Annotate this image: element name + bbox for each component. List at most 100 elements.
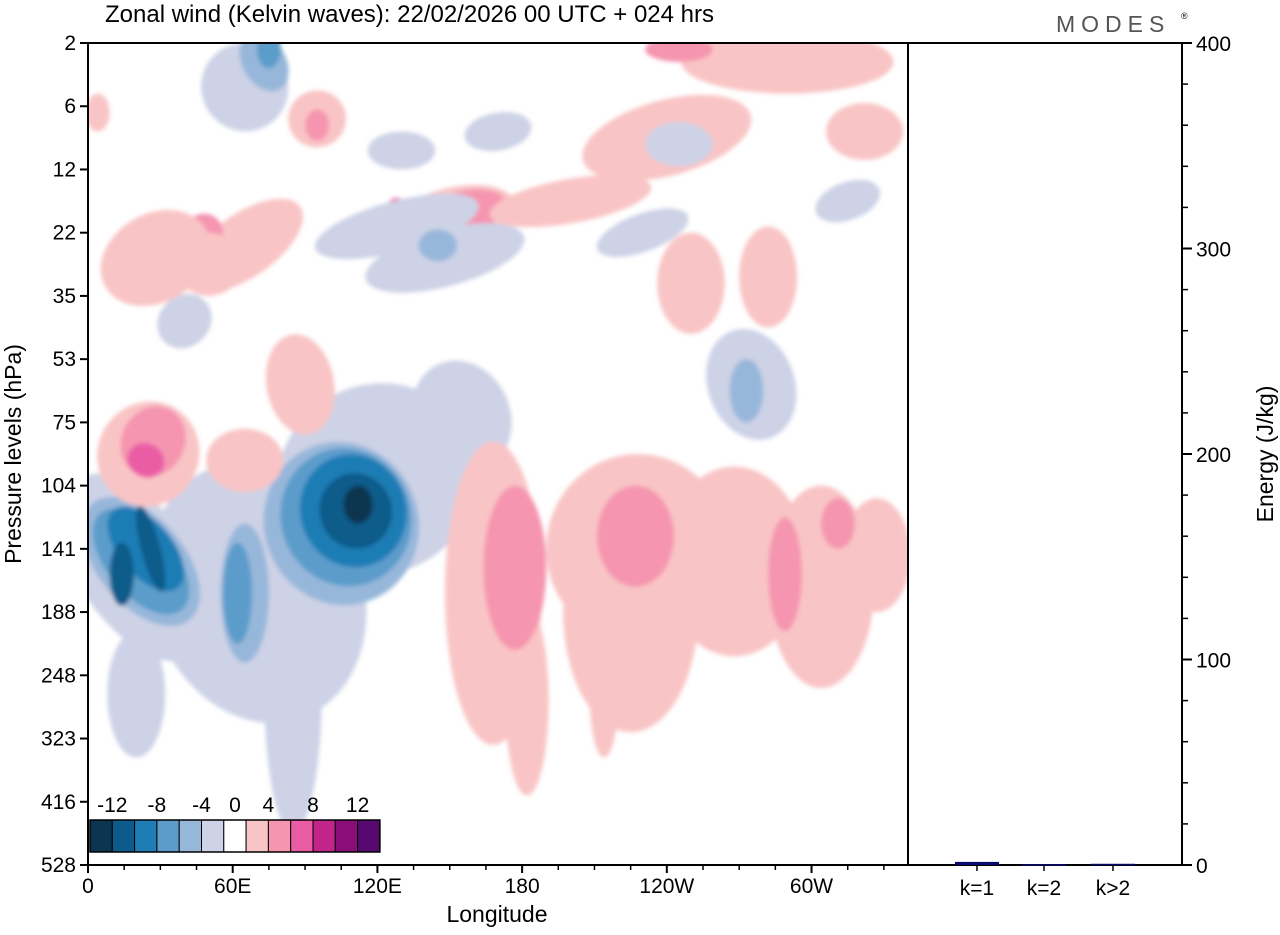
y-tick-label: 6 <box>64 95 76 118</box>
wind-contour-48 <box>305 109 330 142</box>
colorbar: -12 -8 -4 0 4 8 12 <box>89 794 381 853</box>
colorbar-label: -8 <box>148 794 167 817</box>
wind-contour-62 <box>367 131 436 170</box>
wind-contour-12 <box>223 542 253 644</box>
wind-contour-3 <box>264 542 322 834</box>
wind-contour-65 <box>157 294 212 349</box>
wind-contour-60 <box>815 179 881 223</box>
wind-contour-33 <box>206 428 284 492</box>
wind-contour-34 <box>265 334 335 435</box>
energy-tick-label: 300 <box>1196 239 1231 262</box>
colorbar-label: 0 <box>229 794 241 817</box>
energy-axis-label: Energy (J/kg) <box>1252 386 1278 523</box>
colorbar-swatch <box>312 819 336 853</box>
y-tick-label: 53 <box>53 348 76 371</box>
colorbar-swatch <box>334 819 359 853</box>
wind-contour-29 <box>821 498 855 549</box>
y-tick-label: 188 <box>41 601 76 624</box>
chart-title: Zonal wind (Kelvin waves): 22/02/2026 00… <box>105 1 714 28</box>
energy-panel-frame <box>907 42 1183 866</box>
energy-tick-label: 100 <box>1196 650 1231 673</box>
wind-contour-43 <box>681 43 894 94</box>
energy-tick-label: 200 <box>1196 444 1231 467</box>
wind-contour-45 <box>657 232 725 334</box>
colorbar-swatch <box>111 819 136 853</box>
y-tick-label: 104 <box>41 475 76 498</box>
modes-logo: MODES <box>1056 11 1170 37</box>
wind-contour-55 <box>314 193 479 260</box>
colorbar-label: -12 <box>97 794 127 817</box>
energy-category-label: k=2 <box>1027 877 1061 900</box>
wind-contour-22 <box>589 631 619 758</box>
wind-contour-41 <box>489 175 652 228</box>
x-tick-label: 180 <box>505 875 540 898</box>
y-tick-label: 528 <box>41 854 76 877</box>
y-axis-label: Pressure levels (hPa) <box>0 344 26 564</box>
colorbar-swatch <box>245 819 269 853</box>
energy-tick-label: 400 <box>1196 33 1231 56</box>
wind-contour-66 <box>913 517 927 580</box>
y-tick-label: 2 <box>64 32 76 55</box>
colorbar-label: 4 <box>263 794 275 817</box>
wind-contour-17 <box>343 485 373 524</box>
colorbar-swatch <box>201 819 225 853</box>
wind-field <box>88 43 927 834</box>
x-tick-label: 60W <box>790 875 833 898</box>
wind-contour-51 <box>174 232 243 296</box>
y-tick-label: 12 <box>53 158 76 181</box>
wind-contour-9 <box>109 542 134 606</box>
energy-category-label: k>2 <box>1096 877 1130 900</box>
x-tick-label: 0 <box>82 875 94 898</box>
colorbar-swatch <box>267 819 292 853</box>
colorbar-label: -4 <box>192 794 211 817</box>
y-tick-label: 35 <box>53 285 76 308</box>
wind-contour-10 <box>135 506 166 592</box>
wind-contour-57 <box>418 229 457 262</box>
wind-contour-61 <box>464 111 532 152</box>
y-tick-label: 75 <box>53 411 76 434</box>
wind-contour-59 <box>645 122 713 167</box>
wind-contour-28 <box>768 517 802 632</box>
y-tick-label: 416 <box>41 791 76 814</box>
y-axis: 2 6 12 22 35 53 75 104 141 188 248 323 416 528 <box>41 32 88 877</box>
colorbar-swatch <box>178 819 202 853</box>
y-tick-label: 323 <box>41 728 76 751</box>
energy-category-label: k=1 <box>960 877 994 900</box>
wind-contour-49 <box>88 93 110 132</box>
wind-contour-46 <box>739 226 798 328</box>
wind-contour-32 <box>127 442 165 478</box>
colorbar-swatch <box>134 819 158 853</box>
colorbar-label: 12 <box>346 794 369 817</box>
logo-registered-mark: ® <box>1181 11 1188 21</box>
wind-contour-50 <box>645 43 713 62</box>
wind-contour-26 <box>483 485 547 651</box>
wind-contour-27 <box>596 485 675 587</box>
colorbar-swatch <box>156 819 180 853</box>
energy-bar-0 <box>955 861 999 865</box>
colorbar-swatch <box>223 819 247 853</box>
energy-axis: 0 100 200 300 400 <box>1182 33 1231 878</box>
colorbar-swatch <box>357 819 381 853</box>
y-tick-label: 141 <box>41 538 76 561</box>
colorbar-swatch <box>290 819 314 853</box>
colorbar-swatch <box>89 819 113 853</box>
colorbar-label: 8 <box>307 794 319 817</box>
energy-bar-1 <box>1022 864 1066 866</box>
wind-contour-19 <box>505 605 549 796</box>
x-tick-label: 120W <box>639 875 694 898</box>
y-tick-label: 248 <box>41 664 76 687</box>
energy-bars: k=1 k=2 k>2 <box>955 861 1135 900</box>
wind-contour-25 <box>842 498 908 613</box>
x-tick-label: 120E <box>353 875 402 898</box>
energy-bar-2 <box>1091 863 1135 866</box>
x-tick-label: 60E <box>214 875 251 898</box>
wind-contour-58 <box>596 208 689 257</box>
x-axis: 0 60E 120E 180 120W 60W <box>82 865 885 898</box>
x-axis-label: Longitude <box>446 901 547 927</box>
colorbar-frame <box>89 819 381 853</box>
wind-contour-4 <box>107 631 166 758</box>
wind-contour-64 <box>729 359 764 423</box>
wind-contour-54 <box>256 43 281 69</box>
